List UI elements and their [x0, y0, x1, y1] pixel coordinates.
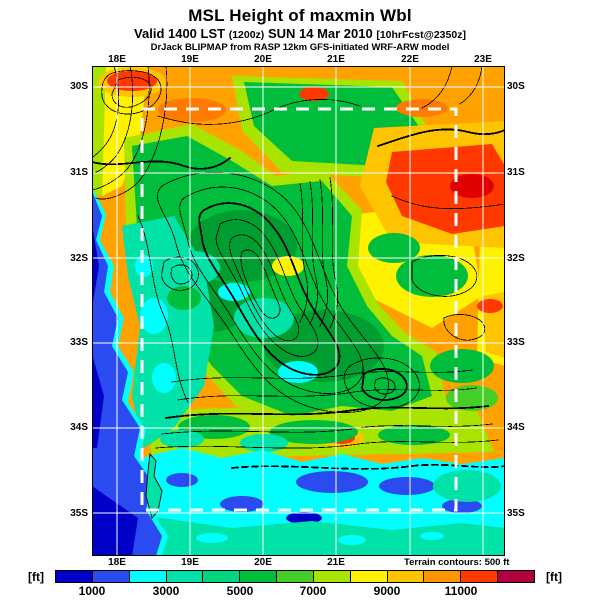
colorbar-segment: [386, 571, 424, 582]
dashed-ocean-contour: [231, 463, 505, 470]
lon-tick-top-19e: 19E: [181, 54, 199, 65]
lat-tick-right-31s: 31S: [507, 167, 525, 178]
colorbar-tick-5000: 5000: [226, 584, 254, 598]
init-time: (1200z): [228, 29, 265, 41]
colorbar-tick-7000: 7000: [299, 584, 327, 598]
lat-tick-left-32s: 32S: [70, 253, 88, 264]
terrain-contour-note: Terrain contours: 500 ft: [404, 557, 510, 568]
colorbar-tick-11000: 11000: [444, 584, 478, 598]
colorbar-segment: [56, 571, 92, 582]
model-credit-line: DrJack BLIPMAP from RASP 12km GFS-initia…: [150, 42, 450, 53]
valid-label: Valid 1400 LST: [134, 26, 226, 41]
lon-tick-bottom-18e: 18E: [108, 557, 126, 568]
terrain-contours: [92, 66, 505, 470]
lat-tick-left-34s: 34S: [70, 422, 88, 433]
colorbar-unit-left: [ft]: [28, 570, 44, 584]
forecast-tag: [10hrFcst@2350z]: [376, 29, 466, 41]
colorbar-tick-9000: 9000: [373, 584, 401, 598]
lon-tick-bottom-21e: 21E: [327, 557, 345, 568]
colorbar-segment: [165, 571, 203, 582]
colorbar-segment: [276, 571, 313, 582]
colorbar-segment: [497, 571, 534, 582]
map-border: [92, 66, 505, 556]
lon-tick-top-20e: 20E: [254, 54, 272, 65]
lat-tick-right-35s: 35S: [507, 508, 525, 519]
terrain-fill-regions: [92, 66, 505, 459]
lon-tick-top-22e: 22E: [401, 54, 419, 65]
colorbar-segment: [128, 571, 166, 582]
latlon-grid: [92, 66, 505, 556]
lon-tick-bottom-20e: 20E: [254, 557, 272, 568]
colorbar-segment: [423, 571, 461, 582]
forecast-map: [92, 66, 505, 556]
page-title: MSL Height of maxmin Wbl: [188, 6, 412, 25]
colorbar-segment: [91, 571, 129, 582]
colorbar-segment: [202, 571, 240, 582]
lat-tick-left-35s: 35S: [70, 508, 88, 519]
lat-tick-left-33s: 33S: [70, 337, 88, 348]
nest-boundary: [140, 107, 458, 512]
ocean-region: [92, 188, 505, 556]
lon-tick-bottom-19e: 19E: [181, 557, 199, 568]
lat-tick-right-34s: 34S: [507, 422, 525, 433]
colorbar-unit-right: [ft]: [546, 570, 562, 584]
valid-date: SUN 14 Mar 2010: [267, 26, 373, 41]
colorbar-segment: [239, 571, 277, 582]
colorbar: [55, 570, 535, 583]
lat-tick-left-31s: 31S: [70, 167, 88, 178]
lon-tick-top-18e: 18E: [108, 54, 126, 65]
colorbar-segment: [312, 571, 350, 582]
valid-time-line: Valid 1400 LST (1200z) SUN 14 Mar 2010 […: [0, 26, 600, 41]
colorbar-tick-3000: 3000: [152, 584, 180, 598]
lat-tick-left-30s: 30S: [70, 81, 88, 92]
lat-tick-right-30s: 30S: [507, 81, 525, 92]
colorbar-segment: [460, 571, 498, 582]
colorbar-tick-1000: 1000: [78, 584, 106, 598]
lat-tick-right-32s: 32S: [507, 253, 525, 264]
lon-tick-top-21e: 21E: [327, 54, 345, 65]
lat-tick-right-33s: 33S: [507, 337, 525, 348]
colorbar-segment: [349, 571, 387, 582]
lon-tick-top-23e: 23E: [474, 54, 492, 65]
